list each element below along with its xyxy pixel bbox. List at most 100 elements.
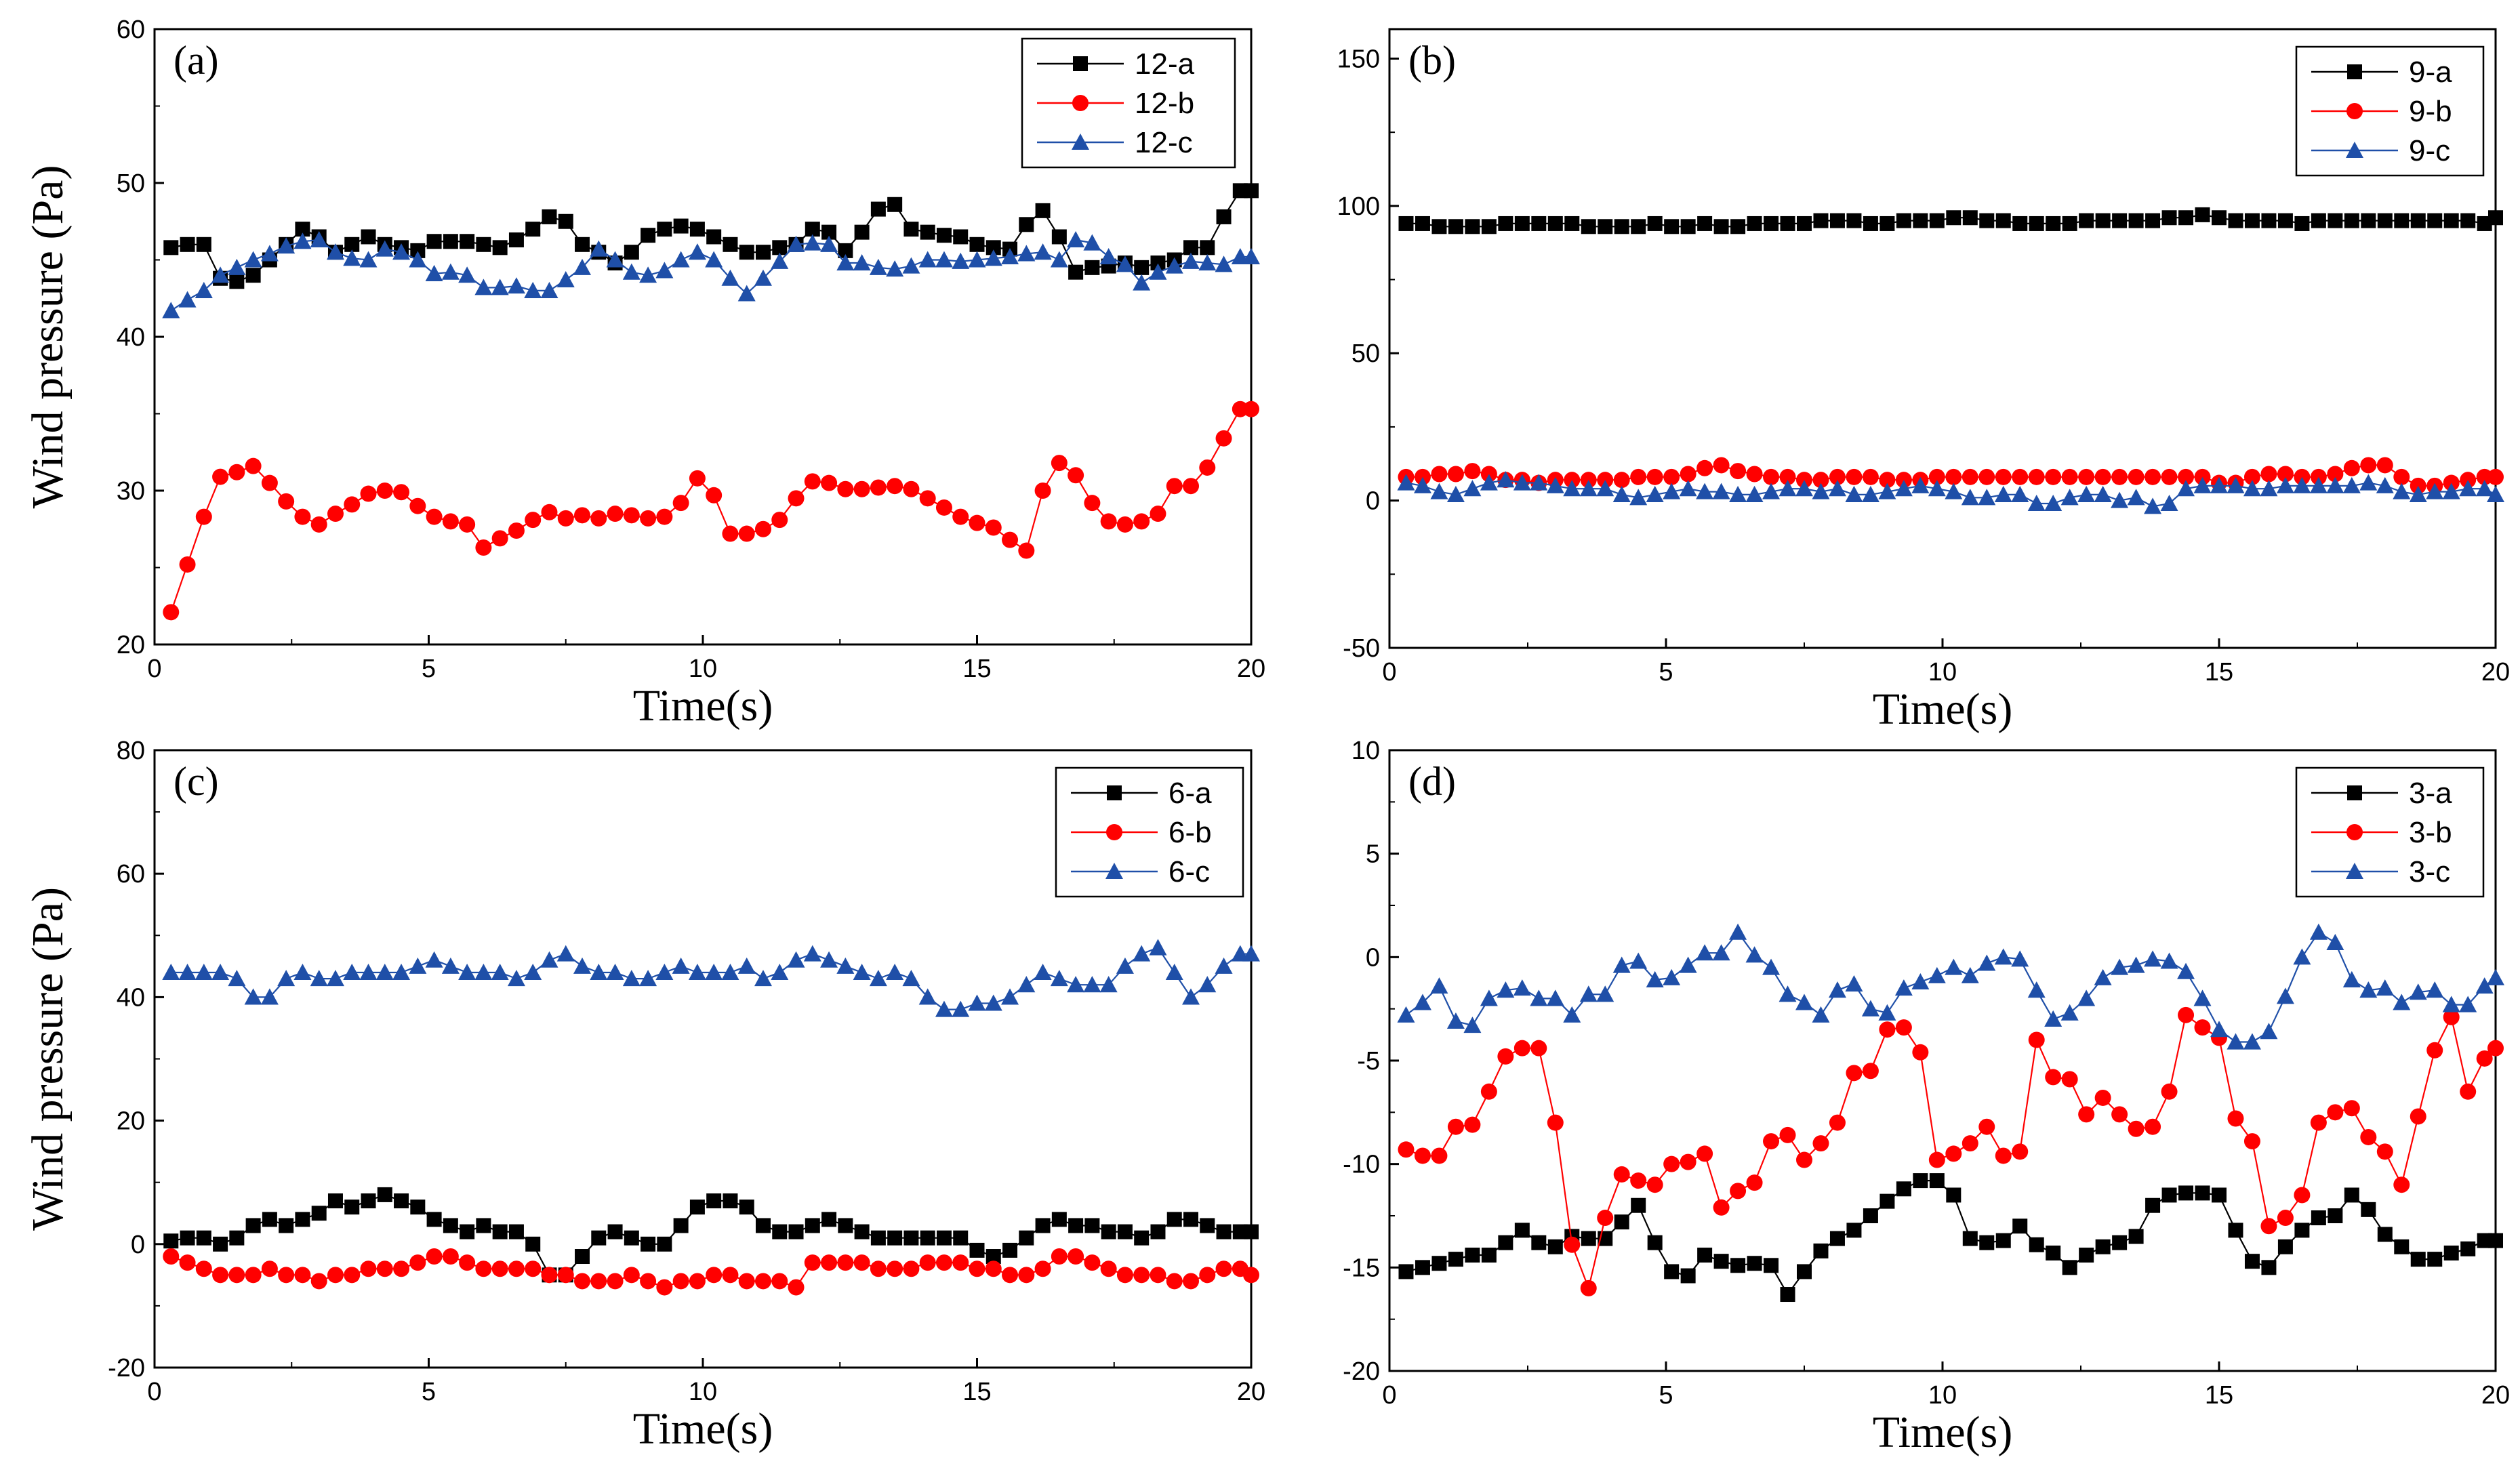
legend-marker bbox=[2346, 824, 2363, 840]
data-point bbox=[2227, 476, 2245, 493]
data-point bbox=[722, 525, 739, 542]
data-point bbox=[326, 243, 344, 260]
data-point bbox=[2111, 491, 2129, 508]
data-point bbox=[1978, 954, 1996, 971]
data-point bbox=[2294, 216, 2310, 231]
y-tick-label: 0 bbox=[1366, 487, 1380, 516]
data-point bbox=[1597, 472, 1614, 489]
legend-label: 6-b bbox=[1168, 816, 1212, 849]
data-point bbox=[260, 988, 279, 1005]
data-point bbox=[2260, 480, 2278, 497]
data-point bbox=[278, 1267, 295, 1284]
data-point bbox=[2442, 996, 2460, 1012]
data-point bbox=[2161, 210, 2177, 226]
data-point bbox=[1613, 1166, 1630, 1183]
data-point bbox=[606, 251, 624, 268]
data-point bbox=[556, 945, 575, 962]
legend-marker bbox=[1072, 95, 1089, 111]
legend: 9-a 9-b 9-c bbox=[2295, 45, 2485, 177]
data-point bbox=[2327, 466, 2344, 483]
data-point bbox=[245, 457, 262, 474]
data-point bbox=[984, 994, 1002, 1011]
data-point bbox=[952, 508, 969, 525]
data-point bbox=[854, 1224, 870, 1239]
data-point bbox=[673, 218, 689, 234]
data-point bbox=[2309, 923, 2328, 940]
y-tick-label: 0 bbox=[131, 1231, 145, 1259]
data-point bbox=[2328, 213, 2343, 228]
data-point bbox=[788, 1279, 805, 1296]
data-point bbox=[1067, 230, 1085, 248]
panel-a: 0 5 10 15 20 20 30 40 50 60 Time(s) Wind pressure (… bbox=[23, 16, 1265, 731]
data-point bbox=[836, 957, 855, 974]
data-point bbox=[1796, 472, 1812, 489]
data-point bbox=[985, 1260, 1002, 1277]
data-point bbox=[1598, 219, 1613, 234]
data-point bbox=[228, 464, 245, 480]
data-point bbox=[689, 470, 706, 487]
data-point bbox=[2376, 457, 2393, 474]
data-point bbox=[310, 230, 328, 248]
data-point bbox=[394, 1193, 409, 1209]
data-point bbox=[1513, 979, 1531, 996]
data-point bbox=[2326, 476, 2344, 493]
data-point bbox=[1978, 1118, 1995, 1135]
data-point bbox=[1862, 1063, 1879, 1080]
data-point bbox=[1465, 1248, 1480, 1263]
legend-marker bbox=[2347, 64, 2362, 79]
data-point bbox=[557, 510, 574, 527]
data-point bbox=[2227, 1033, 2245, 1050]
legend-label: 6-a bbox=[1168, 777, 1212, 810]
data-point bbox=[1398, 1141, 1415, 1158]
data-point bbox=[1747, 1256, 1762, 1271]
data-point bbox=[2442, 483, 2460, 499]
data-point bbox=[1581, 1231, 1596, 1246]
data-point bbox=[590, 240, 608, 257]
data-point bbox=[491, 279, 509, 295]
data-point bbox=[1448, 219, 1463, 234]
data-point bbox=[1051, 1248, 1068, 1265]
data-point bbox=[1084, 1254, 1101, 1271]
data-point bbox=[1215, 1260, 1232, 1277]
x-tick-label: 5 bbox=[422, 655, 436, 683]
data-point bbox=[2127, 956, 2145, 973]
data-point bbox=[935, 499, 952, 516]
data-point bbox=[2410, 477, 2426, 494]
data-point bbox=[2060, 489, 2079, 506]
data-point bbox=[1547, 1239, 1563, 1254]
data-point bbox=[1398, 216, 1414, 231]
x-tick-label: 5 bbox=[1659, 658, 1673, 686]
data-point bbox=[953, 1230, 969, 1246]
data-point bbox=[606, 963, 624, 981]
data-point bbox=[1413, 476, 1431, 493]
data-point bbox=[1116, 1267, 1133, 1284]
data-point bbox=[656, 508, 673, 525]
data-point bbox=[1697, 1248, 1713, 1263]
data-point bbox=[1878, 483, 1896, 499]
data-point bbox=[343, 963, 361, 981]
data-point bbox=[1068, 467, 1084, 484]
data-point bbox=[920, 1230, 935, 1246]
data-point bbox=[1764, 216, 1779, 231]
data-point bbox=[936, 1230, 952, 1246]
data-point bbox=[1150, 1267, 1166, 1284]
data-point bbox=[1150, 506, 1166, 522]
data-point bbox=[1415, 1260, 1430, 1275]
data-point bbox=[2427, 213, 2443, 228]
data-point bbox=[1913, 1173, 1928, 1189]
data-point bbox=[1017, 245, 1036, 262]
data-point bbox=[1994, 948, 2012, 965]
data-point bbox=[1945, 958, 1963, 975]
data-point bbox=[1797, 216, 1812, 231]
data-point bbox=[1663, 468, 1680, 485]
data-point bbox=[2328, 1208, 2343, 1223]
data-point bbox=[1513, 1040, 1530, 1057]
data-point bbox=[1068, 264, 1084, 280]
data-point bbox=[1051, 455, 1068, 472]
data-point bbox=[2127, 489, 2145, 506]
data-point bbox=[689, 222, 705, 237]
data-point bbox=[459, 1254, 476, 1271]
data-point bbox=[641, 1236, 656, 1252]
data-point bbox=[1447, 466, 1464, 483]
x-tick-label: 10 bbox=[689, 1378, 717, 1406]
